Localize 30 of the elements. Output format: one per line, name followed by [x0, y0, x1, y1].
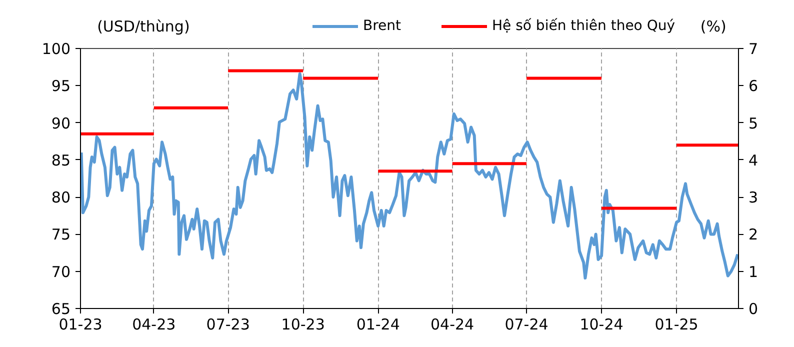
y2-tick-label: 2 [748, 226, 758, 244]
y-tick-label: 85 [51, 151, 71, 170]
y-axis-title: (USD/thùng) [97, 18, 190, 36]
y2-tick-label: 6 [748, 77, 758, 96]
legend-label: Hệ số biến thiên theo Quý [492, 18, 676, 34]
y-tick-label: 90 [51, 114, 71, 132]
x-tick-label: 10-24 [580, 316, 624, 334]
y2-tick-label: 5 [748, 114, 758, 132]
y2-tick-label: 7 [748, 40, 758, 58]
x-tick-label: 07-24 [504, 316, 548, 334]
y2-axis-title: (%) [700, 18, 726, 36]
y-tick-label: 80 [51, 188, 71, 207]
line-series [80, 72, 738, 280]
y2-tick-label: 0 [748, 300, 758, 318]
x-tick-label: 10-23 [281, 316, 325, 334]
y-tick-label: 65 [51, 300, 71, 318]
y2-tick-label: 3 [748, 188, 758, 207]
y2-tick-label: 1 [748, 262, 758, 281]
x-tick-label: 01-25 [654, 316, 698, 334]
x-tick-label: 07-23 [206, 316, 250, 334]
y-tick-label: 75 [51, 226, 71, 244]
x-tick-label: 01-23 [58, 316, 102, 334]
y2-tick-label: 4 [748, 151, 758, 170]
y-tick-label: 100 [42, 40, 71, 58]
x-tick-label: 01-24 [356, 316, 400, 334]
legend-label: Brent [363, 18, 402, 34]
x-tick-label: 04-23 [132, 316, 176, 334]
y-tick-label: 70 [51, 262, 71, 281]
x-tick-label: 04-24 [430, 316, 474, 334]
y-tick-label: 95 [51, 77, 71, 96]
